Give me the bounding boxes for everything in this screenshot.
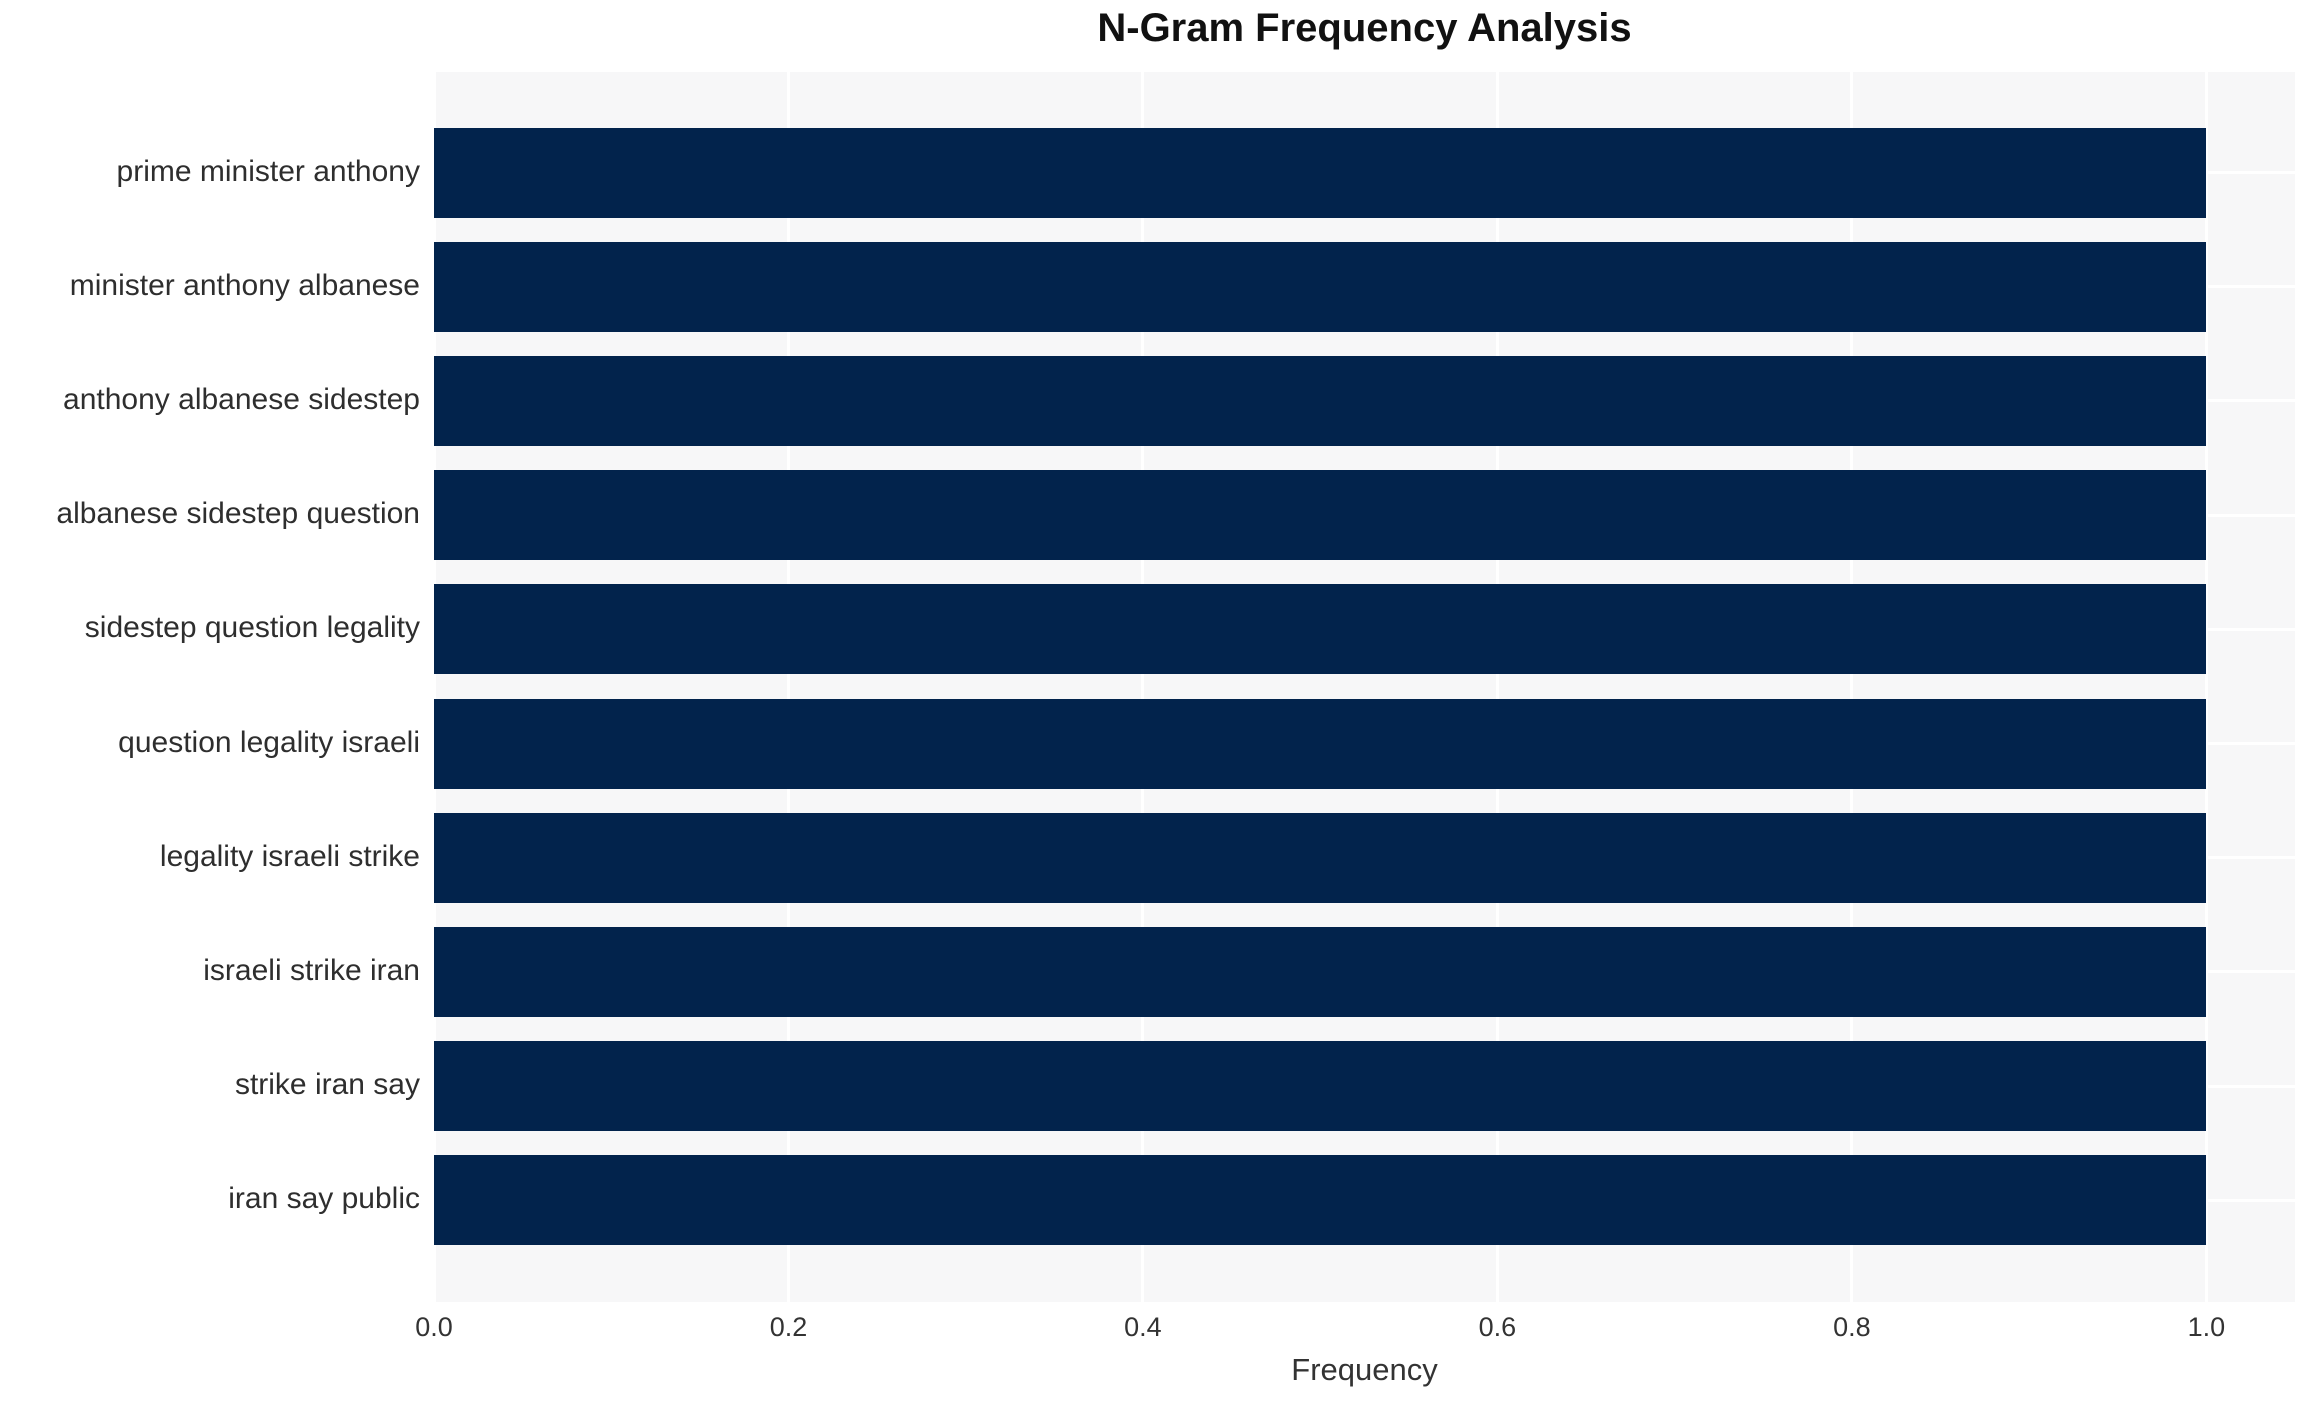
x-tick-label: 0.8 — [1833, 1312, 1871, 1342]
y-axis-category-labels: prime minister anthony minister anthony a… — [0, 72, 420, 1302]
category-label: strike iran say — [234, 1068, 420, 1102]
bar-israeli-strike-iran — [434, 926, 2207, 1017]
category-label: prime minister anthony — [116, 154, 420, 188]
bar-sidestep-question-legality — [434, 584, 2207, 675]
bar-iran-say-public — [434, 1155, 2207, 1246]
x-tick-label: 0.0 — [415, 1312, 453, 1342]
x-tick-label: 0.4 — [1124, 1312, 1162, 1342]
category-label: question legality israeli — [118, 725, 420, 759]
x-tick-label: 0.6 — [1478, 1312, 1517, 1342]
bar-question-legality-israeli — [434, 698, 2207, 789]
vertical-gridline — [1141, 72, 1145, 1302]
plot-area — [434, 72, 2295, 1302]
category-label: iran say public — [228, 1182, 420, 1216]
category-label: sidestep question legality — [84, 611, 420, 645]
vertical-gridline — [434, 72, 436, 1302]
vertical-gridline — [1850, 72, 1854, 1302]
bar-albanese-sidestep-question — [434, 470, 2207, 561]
vertical-gridline — [1495, 72, 1499, 1302]
vertical-gridline — [786, 72, 790, 1302]
bar-strike-iran-say — [434, 1041, 2207, 1132]
bar-legality-israeli-strike — [434, 812, 2207, 903]
category-label: anthony albanese sidestep — [63, 382, 420, 416]
bar-anthony-albanese-sidestep — [434, 355, 2207, 446]
x-tick-label: 0.2 — [769, 1312, 808, 1342]
bar-minister-anthony-albanese — [434, 241, 2207, 332]
x-tick-label: 1.0 — [2187, 1312, 2226, 1342]
vertical-gridline — [2204, 72, 2208, 1302]
category-label: minister anthony albanese — [69, 268, 420, 302]
chart-title: N-Gram Frequency Analysis — [1097, 6, 1632, 50]
category-label: albanese sidestep question — [56, 497, 420, 531]
category-label: israeli strike iran — [203, 953, 420, 987]
bar-prime-minister-anthony — [434, 127, 2207, 218]
category-label: legality israeli strike — [159, 839, 420, 873]
x-axis-label: Frequency — [1291, 1352, 1438, 1387]
